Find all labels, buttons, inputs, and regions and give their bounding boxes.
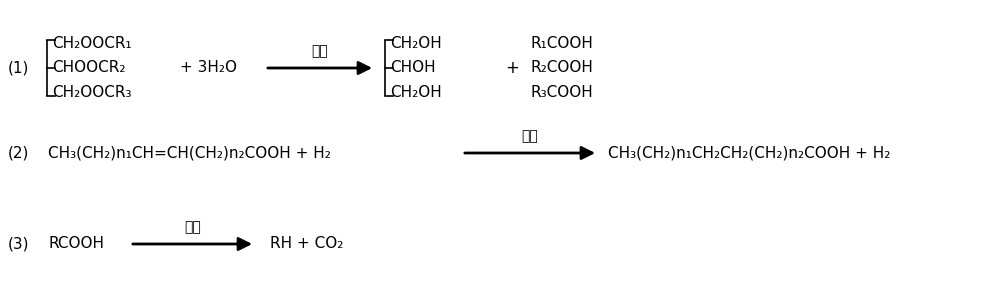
Text: CH₂OH: CH₂OH [390, 36, 442, 51]
Text: (1): (1) [8, 61, 29, 76]
Text: CH₃(CH₂)n₁CH=CH(CH₂)n₂COOH + H₂: CH₃(CH₂)n₁CH=CH(CH₂)n₂COOH + H₂ [48, 145, 331, 161]
Text: CH₂OOCR₃: CH₂OOCR₃ [52, 84, 132, 99]
Text: + 3H₂O: + 3H₂O [180, 61, 237, 76]
Text: 脱罧: 脱罧 [184, 220, 201, 234]
Text: RH + CO₂: RH + CO₂ [270, 237, 343, 252]
Text: R₃COOH: R₃COOH [530, 84, 593, 99]
Text: RCOOH: RCOOH [48, 237, 104, 252]
Text: CH₃(CH₂)n₁CH₂CH₂(CH₂)n₂COOH + H₂: CH₃(CH₂)n₁CH₂CH₂(CH₂)n₂COOH + H₂ [608, 145, 890, 161]
Text: CH₂OH: CH₂OH [390, 84, 442, 99]
Text: 水解: 水解 [312, 44, 328, 58]
Text: CHOOCR₂: CHOOCR₂ [52, 61, 126, 76]
Text: (3): (3) [8, 237, 30, 252]
Text: R₁COOH: R₁COOH [530, 36, 593, 51]
Text: 加氢: 加氢 [522, 129, 538, 143]
Text: CH₂OOCR₁: CH₂OOCR₁ [52, 36, 132, 51]
Text: R₂COOH: R₂COOH [530, 61, 593, 76]
Text: +: + [505, 59, 519, 77]
Text: CHOH: CHOH [390, 61, 436, 76]
Text: (2): (2) [8, 145, 29, 161]
